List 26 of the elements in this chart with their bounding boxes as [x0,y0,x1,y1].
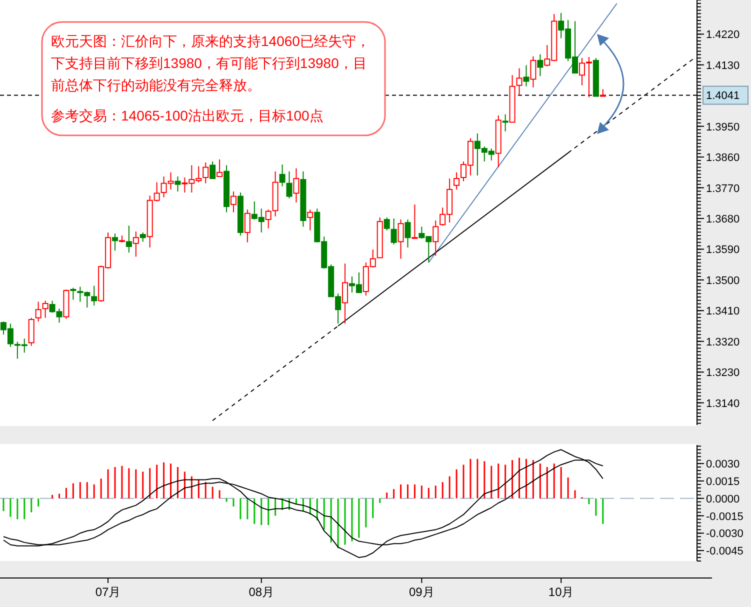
y-tick-label: 1.3410 [706,306,740,318]
y-tick-label: 0.0015 [706,476,740,488]
ref-line-label: 1.4041 [706,90,740,102]
x-tick-label: 09月 [409,585,434,599]
y-tick-label: 1.4130 [706,60,740,72]
y-tick-label: 0.0030 [706,458,740,471]
x-tick-label: 10月 [548,585,574,599]
x-tick-label: 07月 [95,585,121,599]
annotation: 欧元天图：汇价向下，原来的支持14060已经失守，下支持目前下移到13980，有可能下行到13980，目前总体下行的动能没有完全释放。 [51,33,370,93]
y-tick-label: -0.0015 [706,510,744,523]
y-tick-label: 1.3590 [706,244,740,256]
y-tick-label: 1.3860 [706,152,740,164]
y-tick-label: 1.3140 [706,398,740,410]
y-tick-label: -0.0030 [706,528,744,540]
line-series [2,449,604,558]
y-tick-label: 1.3320 [706,336,740,348]
y-tick-label: 1.3230 [706,367,740,380]
y-tick-label: 1.3500 [706,274,740,287]
y-tick-label: -0.0045 [706,546,744,558]
annotation: 参考交易：14065-100沽出欧元，目标100点 [51,107,324,124]
y-tick-label: 1.3950 [706,121,740,134]
x-tick-label: 08月 [248,585,274,599]
y-tick-label: 1.3770 [706,182,740,195]
y-tick-label: 0.0000 [706,493,740,506]
y-tick-label: 1.4220 [706,29,740,42]
y-tick-label: 1.3680 [706,213,740,226]
